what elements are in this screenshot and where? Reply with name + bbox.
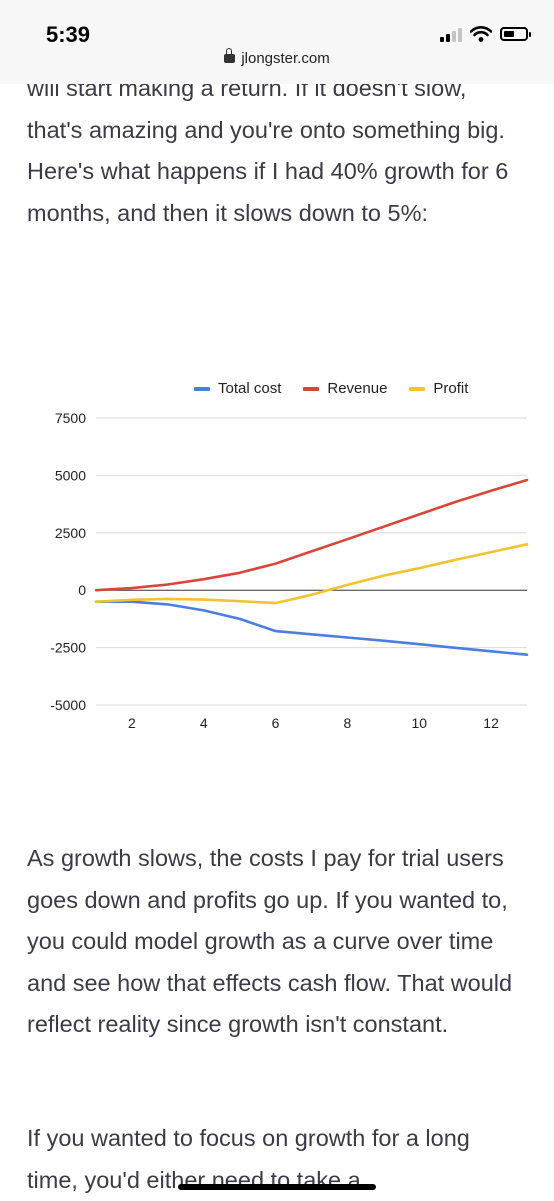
status-bar: 5:39 jlongster.com [0,0,554,84]
home-indicator[interactable] [178,1184,376,1190]
article-paragraph-final: If you wanted to focus on growth for a l… [27,1125,470,1193]
chart-plot: 7500 5000 2500 0 -2500 -5000 2 4 6 8 10 12 [50,410,529,731]
chart-legend: Total cost Revenue Profit [194,380,468,397]
x-tick-label: 10 [411,715,427,731]
lock-icon [224,48,236,63]
y-tick-label: 7500 [55,410,86,426]
cellular-signal-icon [440,26,462,42]
status-icons [440,24,531,44]
legend-swatch [409,386,426,391]
legend-label: Total cost [218,380,282,397]
y-tick-label: -2500 [50,640,86,656]
y-tick-label: -5000 [50,697,86,713]
legend-label: Profit [433,380,469,397]
x-tick-label: 6 [272,715,280,731]
battery-icon [500,27,531,41]
x-tick-label: 4 [200,715,208,731]
status-time: 5:39 [46,22,91,47]
legend-swatch [303,386,320,391]
x-tick-label: 12 [483,715,499,731]
y-tick-label: 5000 [55,467,86,483]
url-text: jlongster.com [241,50,330,67]
series-line-profit [94,543,529,605]
legend-item-revenue: Revenue [303,380,387,397]
x-tick-label: 2 [128,715,136,731]
legend-label: Revenue [327,380,388,397]
y-tick-label: 0 [78,582,86,598]
chart: Total cost Revenue Profit 7500 5000 2500 0 -… [0,360,554,740]
series-line-total-cost [94,600,529,657]
x-tick-label: 8 [344,715,352,731]
legend-item-total-cost: Total cost [194,380,281,397]
url-bar[interactable]: jlongster.com [0,48,554,67]
legend-swatch [194,386,210,391]
article-paragraph-intro: will start making a return. If it doesn'… [27,75,509,226]
y-tick-label: 2500 [55,525,86,541]
wifi-icon [470,26,492,42]
legend-item-profit: Profit [409,380,468,397]
article-paragraph-body: As growth slows, the costs I pay for tri… [27,845,513,1037]
series-line-revenue [94,478,529,592]
